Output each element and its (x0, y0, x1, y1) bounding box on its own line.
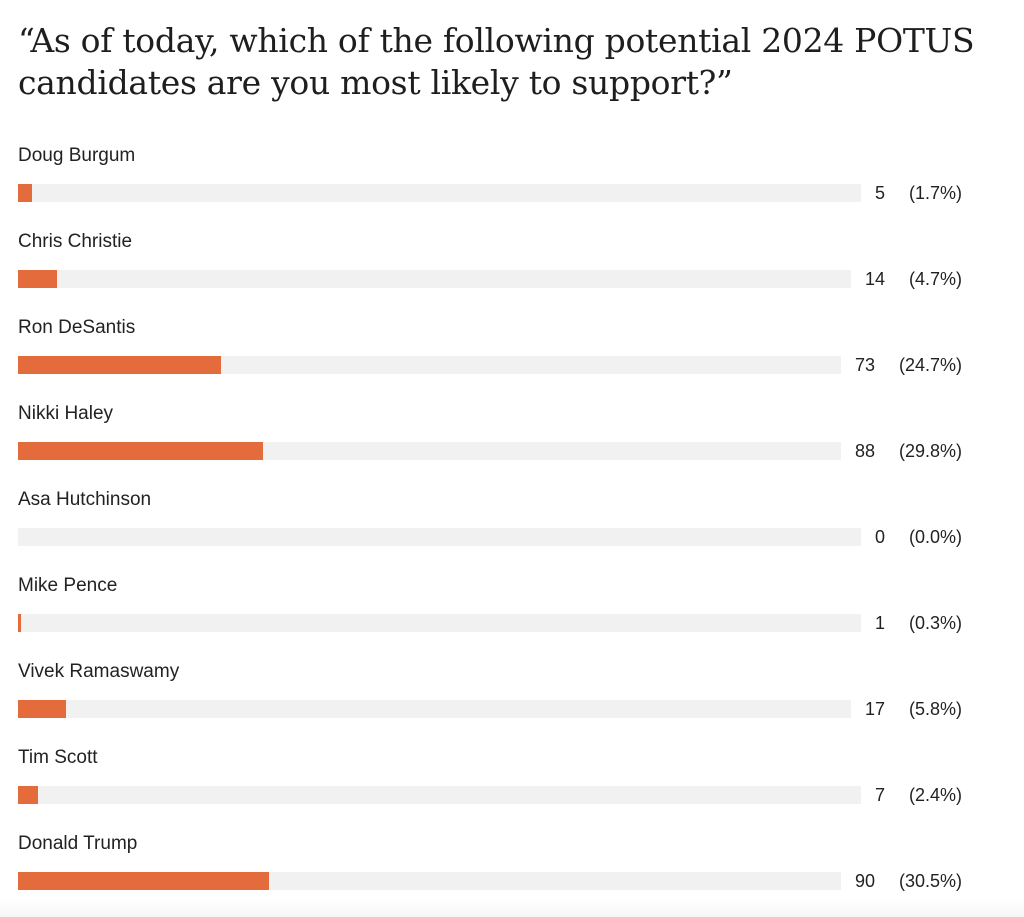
bar-fill (18, 270, 58, 288)
bar-track (18, 614, 861, 632)
bottom-shadow (0, 899, 1024, 917)
vote-percent: (1.7%) (908, 183, 962, 203)
option-label: Mike Pence (18, 575, 118, 596)
bar-track (18, 872, 841, 890)
option-result: 1 (0.3%) (874, 613, 962, 633)
poll-option: Donald Trump 90 (30.5%) (0, 828, 1024, 914)
poll-results: Doug Burgum 5 (1.7%) Chris Christie 14 (4.7%)… (0, 140, 1024, 914)
bar-fill (18, 356, 222, 374)
vote-percent: (0.3%) (908, 613, 962, 633)
option-label: Asa Hutchinson (18, 489, 152, 510)
option-result: 17 (5.8%) (864, 699, 962, 719)
vote-count: 73 (854, 355, 875, 375)
bar-track (18, 184, 861, 202)
vote-percent: (4.7%) (908, 269, 962, 289)
option-label: Vivek Ramaswamy (18, 661, 180, 682)
option-label: Tim Scott (18, 747, 98, 768)
vote-count: 88 (854, 441, 875, 461)
vote-percent: (24.7%) (898, 355, 962, 375)
poll-option: Doug Burgum 5 (1.7%) (0, 140, 1024, 226)
vote-count: 0 (874, 527, 885, 547)
poll-option: Mike Pence 1 (0.3%) (0, 570, 1024, 656)
option-result: 5 (1.7%) (874, 183, 962, 203)
option-label: Doug Burgum (18, 145, 136, 166)
bar-fill (18, 184, 33, 202)
poll-option: Chris Christie 14 (4.7%) (0, 226, 1024, 312)
bar-track (18, 786, 861, 804)
poll-option: Vivek Ramaswamy 17 (5.8%) (0, 656, 1024, 742)
poll-option: Asa Hutchinson 0 (0.0%) (0, 484, 1024, 570)
vote-percent: (0.0%) (908, 527, 962, 547)
vote-count: 5 (874, 183, 885, 203)
vote-percent: (5.8%) (908, 699, 962, 719)
bar-track (18, 528, 861, 546)
bar-track (18, 700, 851, 718)
bar-fill (18, 872, 269, 890)
bar-track (18, 356, 841, 374)
vote-count: 7 (874, 785, 885, 805)
option-result: 73 (24.7%) (854, 355, 962, 375)
option-label: Nikki Haley (18, 403, 114, 424)
vote-count: 17 (864, 699, 885, 719)
vote-percent: (2.4%) (908, 785, 962, 805)
bar-fill (18, 700, 67, 718)
vote-count: 90 (854, 871, 875, 891)
poll-option: Tim Scott 7 (2.4%) (0, 742, 1024, 828)
poll-option: Ron DeSantis 73 (24.7%) (0, 312, 1024, 398)
option-result: 7 (2.4%) (874, 785, 962, 805)
bar-track (18, 270, 851, 288)
option-label: Ron DeSantis (18, 317, 136, 338)
vote-count: 14 (864, 269, 885, 289)
poll-option: Nikki Haley 88 (29.8%) (0, 398, 1024, 484)
option-label: Donald Trump (18, 833, 138, 854)
bar-fill (18, 786, 39, 804)
bar-fill (18, 442, 264, 460)
bar-fill (18, 614, 21, 632)
option-result: 0 (0.0%) (874, 527, 962, 547)
vote-count: 1 (874, 613, 885, 633)
option-result: 88 (29.8%) (854, 441, 962, 461)
poll-title: “As of today, which of the following pot… (18, 21, 975, 102)
vote-percent: (29.8%) (898, 441, 962, 461)
option-label: Chris Christie (18, 231, 133, 252)
option-result: 14 (4.7%) (864, 269, 962, 289)
option-result: 90 (30.5%) (854, 871, 962, 891)
vote-percent: (30.5%) (898, 871, 962, 891)
bar-track (18, 442, 841, 460)
